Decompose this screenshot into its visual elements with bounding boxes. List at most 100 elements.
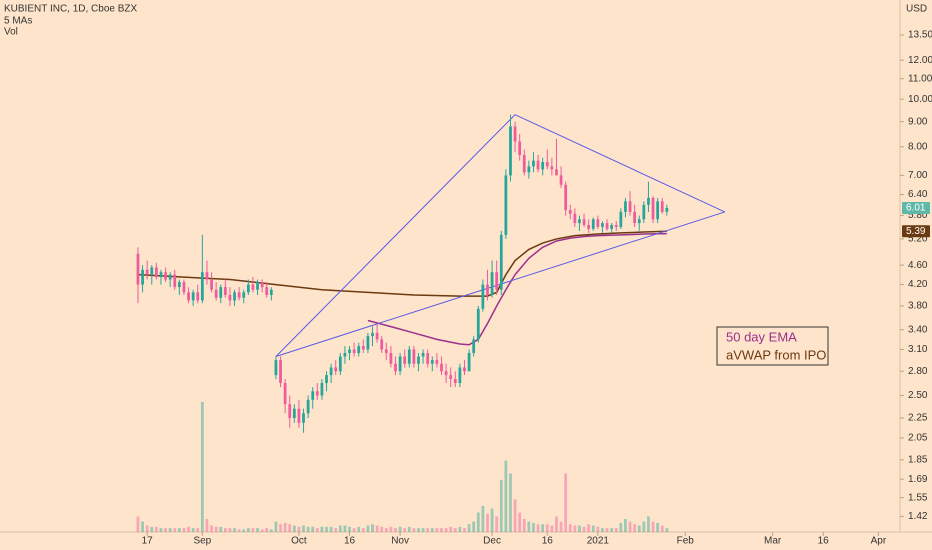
volume-bar — [371, 524, 374, 532]
volume-bar — [467, 524, 471, 532]
volume-bar — [384, 528, 388, 532]
volume-bar — [430, 528, 434, 532]
candle-body — [472, 339, 476, 353]
volume-bar — [651, 521, 655, 532]
legend-entry: aVWAP from IPO — [726, 347, 826, 362]
candle-body — [320, 383, 324, 396]
candle-body — [453, 379, 457, 384]
candle-body — [430, 360, 434, 364]
candle-body — [302, 413, 305, 423]
y-tick-label: 1.85 — [908, 454, 928, 465]
volume-bar — [288, 524, 292, 532]
y-tick-label: 3.10 — [908, 344, 928, 355]
candle-body — [647, 197, 650, 205]
volume-bar — [637, 525, 641, 532]
volume-bar — [205, 519, 209, 532]
volume-bar — [656, 522, 660, 532]
volume-bar — [168, 528, 172, 532]
candle-body — [578, 219, 581, 224]
volume-bar — [421, 528, 425, 532]
volume-bar — [596, 526, 600, 532]
candle-body — [481, 284, 485, 309]
candle-body — [637, 219, 641, 224]
candle-body — [421, 352, 425, 357]
volume-bar — [660, 525, 664, 532]
volume-bar — [564, 473, 568, 532]
volume-bar — [223, 528, 227, 532]
ma-line — [367, 232, 667, 346]
candle-body — [463, 367, 466, 372]
candle-body — [642, 204, 646, 220]
volume-bar — [426, 528, 430, 532]
volume-bar — [329, 526, 333, 532]
candle-body — [200, 272, 204, 301]
x-tick-label: Dec — [483, 536, 501, 547]
candle-body — [444, 371, 448, 376]
y-tick-label: 10.00 — [908, 94, 932, 105]
chart-title: KUBIENT INC, 1D, Cboe BZX — [4, 4, 138, 15]
price-badge-label: 5.39 — [906, 226, 926, 237]
candle-body — [168, 274, 172, 280]
y-tick-label: 3.80 — [908, 301, 928, 312]
candle-body — [292, 408, 296, 418]
y-tick-label: 2.25 — [908, 413, 928, 424]
candle-body — [329, 367, 333, 376]
candle-body — [159, 272, 163, 278]
candle-body — [651, 197, 655, 220]
candle-body — [246, 284, 250, 293]
y-tick-label: 1.69 — [908, 474, 928, 485]
candle-body — [426, 352, 430, 364]
volume-bar — [412, 528, 416, 532]
candle-body — [279, 360, 282, 384]
indicator-label: 5 MAs — [4, 16, 32, 27]
y-tick-label: 3.40 — [908, 324, 928, 335]
candle-body — [196, 292, 200, 301]
volume-bar — [214, 526, 218, 532]
x-tick-label: Nov — [391, 536, 409, 547]
volume-bar — [665, 528, 669, 532]
y-tick-label: 9.00 — [908, 116, 928, 127]
volume-bar — [265, 528, 269, 532]
y-tick-label: 4.20 — [908, 279, 928, 290]
volume-bar — [136, 516, 140, 532]
candle-body — [242, 292, 246, 298]
y-tick-label: 2.50 — [908, 390, 928, 401]
volume-bar — [568, 524, 572, 532]
volume-bar — [559, 521, 563, 532]
volume-bar — [154, 526, 158, 532]
volume-bar — [292, 525, 296, 532]
candle-body — [403, 356, 407, 364]
candle-body — [624, 201, 627, 212]
volume-bar — [486, 513, 489, 532]
volume-bar — [237, 529, 241, 532]
volume-bar — [196, 528, 200, 532]
currency: USD — [906, 4, 927, 15]
volume-bar — [513, 499, 517, 532]
candle-body — [265, 287, 269, 296]
candle-body — [150, 267, 154, 275]
volume-bar — [619, 522, 623, 532]
y-tick-label: 7.00 — [908, 170, 928, 181]
volume-bar — [380, 526, 384, 532]
candle-body — [219, 287, 223, 298]
volume-bar — [164, 528, 167, 532]
volume-bar — [242, 529, 246, 532]
candle-body — [348, 349, 351, 353]
candle-body — [601, 223, 604, 227]
legend-box — [716, 326, 829, 366]
candle-body — [325, 375, 328, 384]
volume-bar — [398, 526, 402, 532]
volume-bar — [453, 528, 457, 532]
volume-bar — [200, 402, 204, 532]
volume-bar — [191, 528, 195, 532]
volume-bar — [366, 525, 370, 532]
volume-bar — [550, 525, 554, 532]
candle-body — [173, 274, 177, 288]
candle-body — [233, 292, 236, 301]
volume-bar — [614, 528, 618, 532]
price-badge — [902, 225, 930, 238]
candle-body — [449, 375, 453, 380]
volume-bar — [306, 526, 310, 532]
volume-bar — [210, 525, 213, 532]
candle-body — [504, 175, 508, 235]
